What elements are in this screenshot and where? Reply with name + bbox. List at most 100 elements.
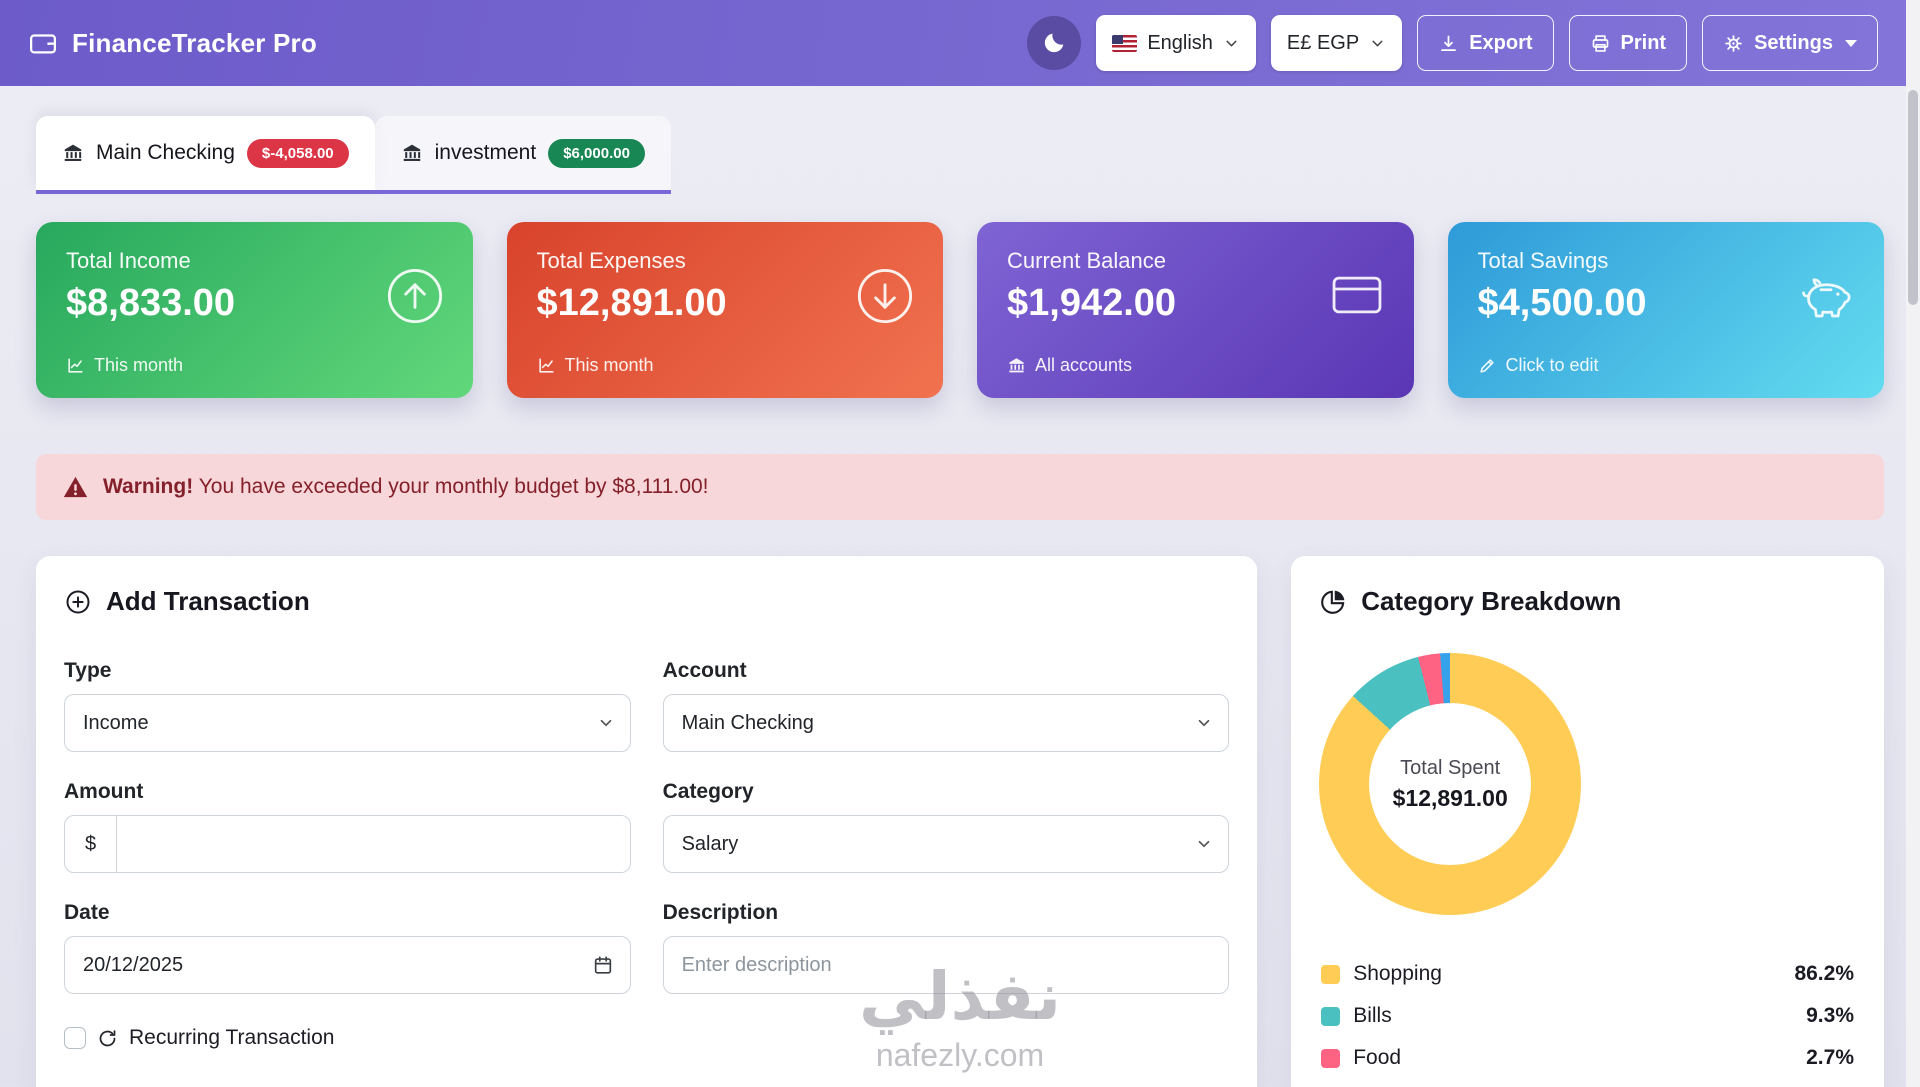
bank-icon [62,142,84,164]
card-subtitle: This month [94,355,184,375]
date-value: 20/12/2025 [83,953,184,976]
current-balance-card: Current Balance $1,942.00 All accounts [977,222,1414,398]
summary-cards: Total Income $8,833.00 This month Total … [36,222,1884,398]
calendar-icon [592,954,614,976]
arrow-up-circle-icon [385,266,445,326]
bank-icon [401,142,423,164]
category-legend: Shopping 86.2% Bills 9.3% Food 2.7% Transport1… [1319,953,1856,1087]
card-title: Current Balance [1007,248,1166,273]
panel-title: Category Breakdown [1361,586,1622,616]
legend-swatch [1321,964,1341,984]
caret-down-icon [1845,39,1857,47]
app-title: FinanceTracker Pro [72,27,317,58]
moon-icon [1041,30,1067,56]
category-select[interactable]: Salary [662,815,1230,873]
card-title: Total Expenses [536,248,686,273]
card-value: $12,891.00 [536,282,727,324]
card-subtitle: Click to edit [1505,355,1599,375]
recurring-checkbox[interactable] [64,1027,86,1049]
currency-prefix: $ [65,816,117,872]
wallet-icon [28,28,58,58]
card-subtitle: This month [564,355,654,375]
chart-line-icon [537,356,556,375]
settings-button[interactable]: Settings [1702,15,1878,71]
chevron-down-icon [1369,35,1386,52]
dark-mode-toggle[interactable] [1027,16,1082,70]
pie-chart-icon [1319,588,1347,616]
tab-label: Main Checking [96,141,235,164]
account-balance-badge: $6,000.00 [548,138,645,168]
date-label: Date [64,901,110,924]
description-input[interactable] [662,936,1230,994]
legend-percent: 2.7% [1806,1046,1854,1069]
piggy-bank-icon [1796,266,1856,326]
legend-item-transport[interactable]: Transport1.2% [1319,1079,1856,1087]
legend-item-shopping[interactable]: Shopping 86.2% [1319,953,1856,995]
type-select[interactable]: Income [64,694,631,752]
budget-warning-alert: Warning! You have exceeded your monthly … [36,454,1884,520]
legend-swatch [1321,1048,1341,1068]
tab-investment[interactable]: investment $6,000.00 [374,116,671,190]
category-label: Category [662,780,754,803]
legend-percent: 9.3% [1806,1004,1854,1027]
language-selected: English [1147,31,1213,54]
app-brand: FinanceTracker Pro [28,28,317,59]
description-label: Description [662,901,779,924]
tab-main-checking[interactable]: Main Checking $-4,058.00 [36,116,375,190]
printer-icon [1590,33,1611,54]
total-expenses-card: Total Expenses $12,891.00 This month [506,222,943,398]
language-select[interactable]: English [1096,15,1256,71]
legend-label: Shopping [1353,962,1442,985]
pencil-icon [1478,356,1497,375]
panel-title: Add Transaction [106,586,310,616]
bank-icon [1007,356,1026,375]
donut-chart[interactable]: Total Spent $12,891.00 [1319,653,1582,915]
chevron-down-icon [1223,35,1240,52]
add-transaction-panel: Add Transaction Type Income Account Main… [36,556,1258,1087]
warning-title: Warning! [103,475,194,498]
account-balance-badge: $-4,058.00 [246,138,349,168]
total-savings-card[interactable]: Total Savings $4,500.00 Click to edit [1447,222,1884,398]
credit-card-icon [1328,266,1386,324]
warning-message: You have exceeded your monthly budget by… [198,475,709,498]
recurring-label: Recurring Transaction [129,1026,335,1049]
date-input[interactable]: 20/12/2025 [64,936,631,994]
card-title: Total Savings [1477,248,1609,273]
repeat-icon [97,1028,118,1049]
scrollbar-thumb[interactable] [1908,90,1918,305]
chart-line-icon [66,356,85,375]
account-tabs: Main Checking $-4,058.00 investment $6,0… [36,116,671,194]
type-label: Type [64,659,112,682]
us-flag-icon [1112,34,1138,52]
legend-label: Food [1353,1046,1402,1069]
header-controls: English E£ EGP Export Print Settings [1027,15,1878,71]
account-select[interactable]: Main Checking [662,694,1230,752]
print-button[interactable]: Print [1568,15,1688,71]
card-subtitle: All accounts [1035,355,1133,375]
donut-center-value: $12,891.00 [1392,784,1508,811]
legend-item-bills[interactable]: Bills 9.3% [1319,995,1856,1037]
main-content: Main Checking $-4,058.00 investment $6,0… [0,116,1920,1087]
donut-center-label: Total Spent [1400,756,1501,779]
export-button[interactable]: Export [1417,15,1554,71]
add-transaction-form: Type Income Account Main Checking Amount [64,659,1230,1050]
legend-swatch [1321,1006,1341,1026]
warning-triangle-icon [62,474,89,501]
scrollbar[interactable] [1906,0,1920,1087]
currency-select[interactable]: E£ EGP [1270,15,1403,71]
category-breakdown-panel: Category Breakdown Total Spent $12,891.0… [1291,556,1884,1087]
card-value: $1,942.00 [1007,282,1177,324]
legend-percent: 86.2% [1794,962,1854,985]
tab-label: investment [434,141,537,164]
legend-item-food[interactable]: Food 2.7% [1319,1037,1856,1079]
gear-icon [1723,33,1744,54]
amount-input[interactable] [117,816,630,872]
plus-circle-icon [64,588,92,616]
download-icon [1438,33,1459,54]
card-value: $4,500.00 [1477,282,1647,324]
app-header: FinanceTracker Pro English E£ EGP Export… [0,0,1906,86]
total-income-card: Total Income $8,833.00 This month [36,222,473,398]
legend-label: Bills [1353,1004,1392,1027]
panels-row: Add Transaction Type Income Account Main… [36,556,1884,1087]
donut-center: Total Spent $12,891.00 [1369,703,1532,865]
